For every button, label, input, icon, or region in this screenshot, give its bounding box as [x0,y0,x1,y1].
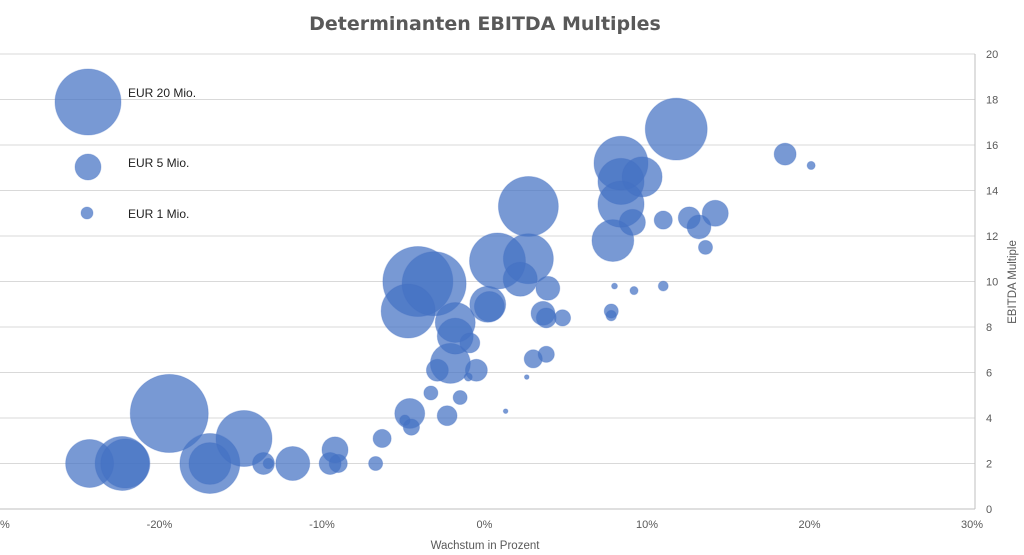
chart-title: Determinanten EBITDA Multiples [309,13,661,35]
x-axis-title: Wachstum in Prozent [431,540,541,552]
data-bubble [380,283,436,339]
data-bubble [535,275,561,301]
y-tick-label: 16 [986,140,998,152]
data-bubble [502,408,509,415]
y-tick-label: 14 [986,186,998,198]
legend-bubble-20 [54,68,122,136]
y-tick-label: 18 [986,95,998,107]
y-tick-label: 2 [986,459,992,471]
data-bubble [372,428,392,449]
y-tick-label: 8 [986,322,992,334]
data-bubble [553,309,572,327]
x-tick-labels: % -20% -10% 0% 10% 20% 30% [0,519,983,531]
y-tick-label: 0 [986,504,992,516]
data-bubble [605,309,617,322]
data-bubble [368,455,384,472]
data-bubble [215,409,273,467]
legend-label-20: EUR 20 Mio. [128,86,196,100]
data-bubble [328,453,348,474]
y-tick-label: 4 [986,413,992,425]
x-tick-label: 10% [636,519,658,531]
x-tick-label: % [0,519,10,531]
data-bubble [701,199,729,227]
y-tick-label: 12 [986,231,998,243]
x-tick-label: 20% [798,519,820,531]
data-bubble [611,282,618,290]
y-tick-label: 10 [986,277,998,289]
data-bubble [275,445,311,482]
data-bubble [502,261,538,297]
data-bubble [773,142,797,166]
x-tick-label: 0% [477,519,493,531]
data-bubble [402,418,420,436]
y-axis-title: EBITDA Multiple [1007,240,1019,324]
data-bubble [537,345,555,363]
x-tick-label: -20% [147,519,173,531]
data-bubble [459,332,481,354]
data-bubble [436,405,458,427]
x-tick-label: -10% [309,519,335,531]
data-bubble [644,97,708,161]
data-bubble [497,175,559,237]
x-tick-label: 30% [961,519,983,531]
legend-bubble-5 [74,153,102,181]
legend-label-1: EUR 1 Mio. [128,207,189,221]
bubbles [65,97,816,494]
data-bubble [523,374,530,380]
data-bubble [100,438,151,489]
data-bubble [129,373,209,453]
y-tick-label: 6 [986,368,992,380]
data-bubble [452,390,468,406]
y-tick-label: 20 [986,49,998,61]
data-bubble [423,385,439,401]
data-bubble [697,239,714,255]
legend-bubble-1 [80,206,94,220]
data-bubble [806,160,816,171]
y-tick-labels: 0 2 4 6 8 10 12 14 16 18 20 [986,49,998,516]
data-bubble [657,280,669,292]
legend-label-5: EUR 5 Mio. [128,156,189,170]
legend: EUR 20 Mio. EUR 5 Mio. EUR 1 Mio. [54,68,196,221]
data-bubble [653,210,673,230]
data-bubble [262,457,275,470]
data-bubble [473,291,505,323]
data-bubble [629,286,639,296]
data-bubble [618,208,646,236]
data-bubble [535,307,557,329]
